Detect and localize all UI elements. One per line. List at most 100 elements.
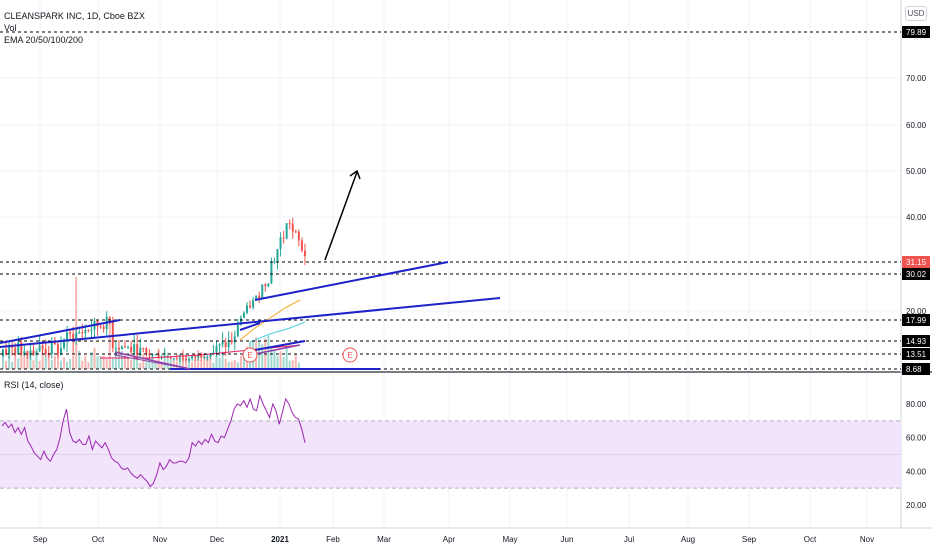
volume-bar <box>236 362 239 369</box>
candle-body <box>242 312 245 318</box>
candle-body <box>8 345 11 355</box>
price-tick-label: 70.00 <box>906 74 927 83</box>
price-level-badge <box>902 335 930 347</box>
candle-body <box>66 332 69 342</box>
price-level-badge <box>902 363 930 375</box>
price-tick-label: 50.00 <box>906 167 927 176</box>
price-level-badge <box>902 26 930 38</box>
volume-bar <box>191 361 194 369</box>
candle-body <box>224 342 227 348</box>
candle-body <box>41 345 44 349</box>
volume-bar <box>14 353 17 369</box>
candle-body <box>218 344 221 347</box>
volume-bar <box>90 352 93 369</box>
rsi-title[interactable]: RSI (14, close) <box>4 380 64 390</box>
volume-bar <box>212 362 215 369</box>
candle-body <box>78 332 81 334</box>
volume-bar <box>206 356 209 369</box>
candle-body <box>5 349 8 355</box>
candle-body <box>215 346 218 353</box>
candle-body <box>124 346 126 348</box>
candle-body <box>282 237 285 239</box>
time-tick-label: 2021 <box>271 535 289 544</box>
candle-body <box>75 332 78 341</box>
volume-bar <box>185 355 187 369</box>
candle-body <box>273 261 276 263</box>
candle-body <box>142 347 145 349</box>
projection-arrow-head <box>349 169 361 180</box>
candle-body <box>69 332 72 334</box>
candle-body <box>194 355 197 358</box>
time-tick-label: Jun <box>561 535 574 544</box>
volume-bar <box>35 347 38 369</box>
candle-body <box>203 357 206 359</box>
volume-bar <box>26 352 29 369</box>
volume-bar <box>151 353 154 369</box>
candle-body <box>148 353 151 356</box>
volume-bar <box>53 355 56 369</box>
candle-body <box>233 336 236 343</box>
volume-bar <box>56 354 59 369</box>
price-level-label: 13.51 <box>906 350 927 359</box>
candle-body <box>50 341 53 355</box>
price-level-label: 17.99 <box>906 316 927 325</box>
candle-body <box>261 284 264 299</box>
volume-bar <box>270 347 273 369</box>
volume-bar <box>66 361 69 369</box>
candle-body <box>276 249 279 262</box>
volume-bar <box>276 355 279 369</box>
candle-body <box>56 343 59 355</box>
volume-bar <box>267 335 270 369</box>
price-level-label: 30.02 <box>906 270 927 279</box>
candle-body <box>239 317 242 325</box>
candle-body <box>53 341 56 344</box>
volume-bar <box>81 360 84 369</box>
volume-bar <box>279 351 282 369</box>
candle-body <box>108 316 111 320</box>
volume-bar <box>29 354 32 369</box>
time-tick-label: Sep <box>33 535 48 544</box>
volume-bar <box>20 352 23 369</box>
candle-body <box>303 250 306 257</box>
volume-bar <box>5 361 8 369</box>
rsi-tick-label: 20.00 <box>906 501 927 510</box>
currency-button[interactable]: USD <box>905 6 927 21</box>
candle-body <box>81 332 84 334</box>
price-level-badge <box>902 256 930 268</box>
candle-body <box>114 347 117 349</box>
volume-bar <box>224 358 227 369</box>
volume-bar <box>127 357 130 369</box>
candle-body <box>84 330 87 334</box>
candle-body <box>127 346 130 348</box>
candle-body <box>130 346 133 353</box>
rsi-line <box>1 393 306 488</box>
volume-bar <box>215 355 218 369</box>
volume-bar <box>148 355 151 369</box>
volume-bar <box>139 362 142 369</box>
candle-body <box>151 354 154 356</box>
volume-bar <box>84 355 87 369</box>
time-tick-label: Apr <box>443 535 456 544</box>
time-tick-label: Jul <box>624 535 634 544</box>
candle-body <box>178 358 181 360</box>
candle-body <box>99 326 102 328</box>
volume-bar <box>17 358 20 369</box>
candle-body <box>139 347 142 356</box>
candle-body <box>288 223 291 225</box>
price-level-label: 79.89 <box>906 28 927 37</box>
candle-body <box>246 305 248 313</box>
ema-legend[interactable]: EMA 20/50/100/200 <box>4 35 84 45</box>
candle-body <box>14 347 17 355</box>
volume-bar <box>2 355 4 369</box>
candle-body <box>279 237 282 250</box>
earnings-marker: E <box>242 347 258 363</box>
volume-bar <box>108 319 111 369</box>
volume-bar <box>258 340 261 369</box>
volume-bar <box>233 360 236 369</box>
vol-legend[interactable]: Vol <box>4 23 17 33</box>
earnings-marker-label: E <box>247 351 252 360</box>
volume-bar <box>8 355 11 369</box>
candle-body <box>255 295 258 301</box>
volume-bar <box>124 354 126 369</box>
candle-body <box>172 358 175 360</box>
